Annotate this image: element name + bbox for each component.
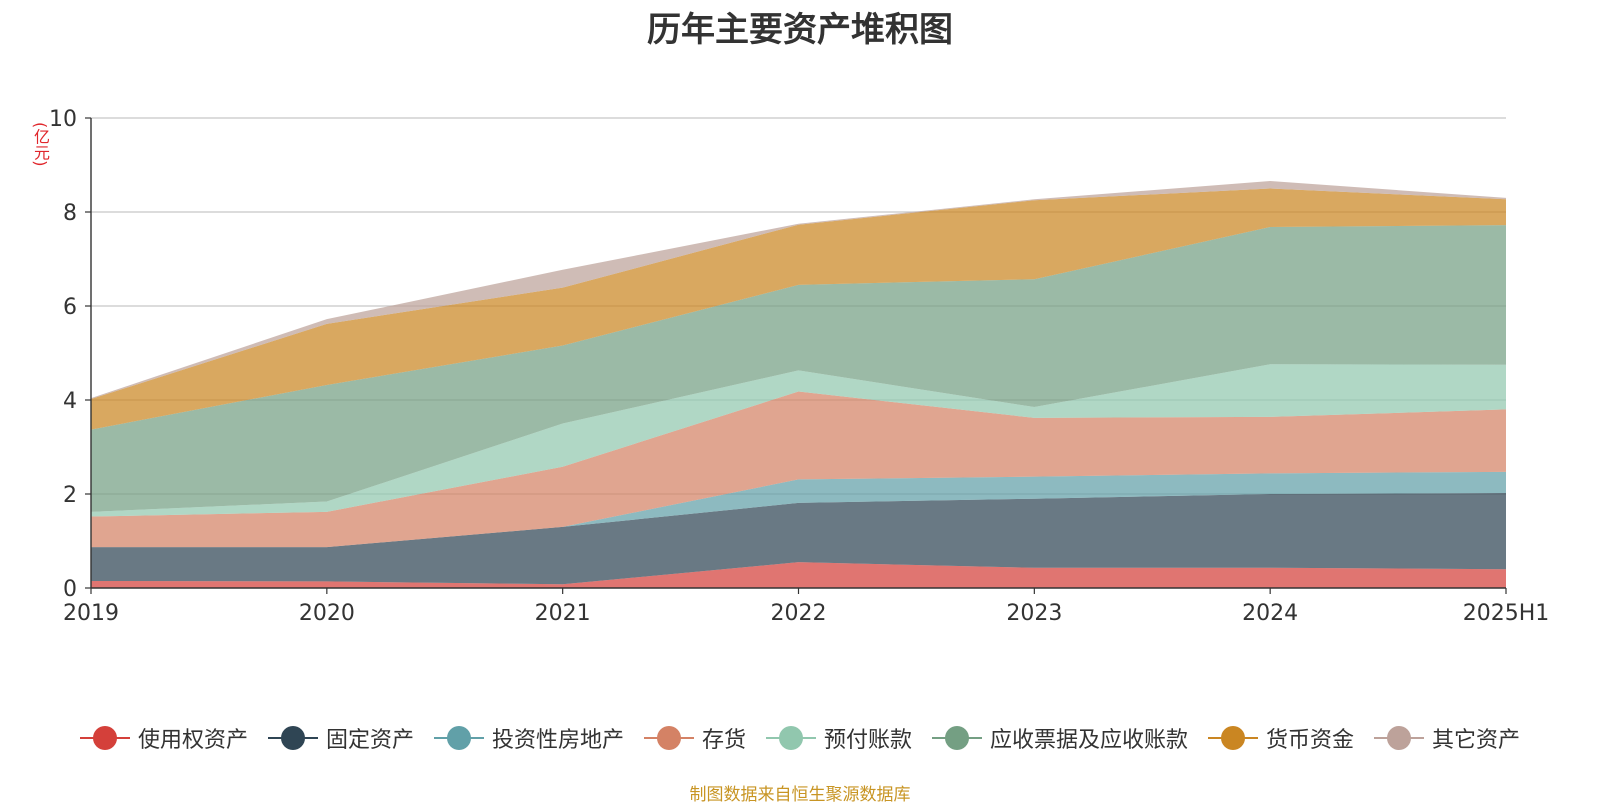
x-tick-label: 2020 [299,601,355,626]
legend-label: 货币资金 [1266,728,1355,753]
area-series-货币资金 [91,188,1506,430]
legend-marker-icon [643,725,694,751]
legend-item[interactable]: 使用权资产 [79,722,248,754]
legend-item[interactable]: 存货 [643,722,746,754]
legend-item[interactable]: 固定资产 [267,722,414,754]
area-series-预付账款 [91,364,1506,517]
area-series-投资性房地产 [91,471,1506,548]
legend-marker-icon [433,725,484,751]
legend-label: 应收票据及应收账款 [990,728,1189,753]
x-tick-label: 2021 [535,601,591,626]
legend-label: 固定资产 [325,728,414,753]
tick-labels: 0 2 4 6 8 10 2019 2020 2021 2022 2023 2024 2025H1 [49,107,1549,626]
y-tick-label: 8 [63,201,77,226]
legend-marker-icon [932,725,983,751]
x-tick-label: 2023 [1006,601,1062,626]
legend-item[interactable]: 货币资金 [1208,722,1354,754]
legend-marker-icon [79,725,130,751]
chart-title: 历年主要资产堆积图 [647,10,953,50]
legend-item[interactable]: 其它资产 [1374,722,1520,754]
legend-label: 其它资产 [1432,728,1521,753]
legend: 使用权资产 固定资产 投资性房地产 存货 预付账款 应收票据及应收账款 货币资金 其它资产 [0,718,1600,758]
legend-item[interactable]: 投资性房地产 [433,722,624,754]
legend-marker-icon [1208,725,1259,751]
legend-label: 使用权资产 [137,728,248,753]
legend-label: 存货 [701,728,746,753]
y-tick-label: 10 [49,107,77,132]
legend-item[interactable]: 预付账款 [766,722,912,754]
legend-label: 预付账款 [824,728,913,753]
x-tick-label: 2025H1 [1463,601,1550,626]
area-series-存货 [91,391,1506,548]
y-tick-label: 6 [63,295,77,320]
area-series-其它资产 [91,180,1506,400]
legend-marker-icon [267,725,318,751]
x-tick-label: 2022 [771,601,827,626]
legend-item[interactable]: 应收票据及应收账款 [932,722,1188,754]
axes [85,117,1507,594]
area-series-应收票据及应收账款 [91,225,1506,512]
legend-marker-icon [1374,725,1425,751]
y-tick-label: 2 [63,483,77,508]
y-tick-label: 0 [63,577,77,602]
source-note: 制图数据来自恒生聚源数据库 [689,785,911,805]
legend-marker-icon [766,725,816,751]
stacked-area-chart: 0 2 4 6 8 10 2019 2020 2021 2022 2023 2024 2025H1 [49,107,1549,626]
legend-label: 投资性房地产 [491,728,624,753]
x-tick-label: 2024 [1242,601,1298,626]
y-axis-unit-label: (亿元) [31,122,50,167]
area-series-固定资产 [91,493,1506,585]
y-tick-label: 4 [63,389,77,414]
area-series-使用权资产 [91,562,1506,588]
x-tick-label: 2019 [63,601,119,626]
area-series [91,180,1506,588]
